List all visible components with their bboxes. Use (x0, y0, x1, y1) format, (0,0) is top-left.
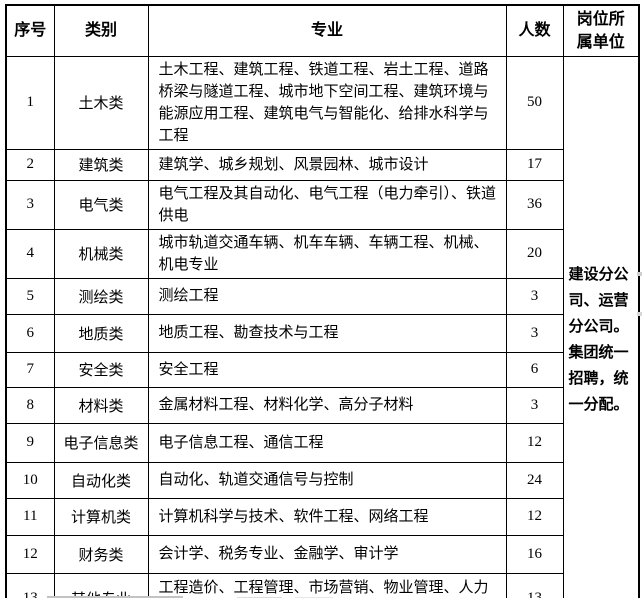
table-row: 1 土木类 土木工程、建筑工程、铁道工程、岩土工程、道路桥梁与隧道工程、城市地下… (5, 55, 640, 598)
table-row: 8 材料类 金属材料工程、材料化学、高分子材料 3 (5, 386, 639, 424)
table-row: 2 建筑类 建筑学、城乡规划、风景园林、城市设计 17 (5, 148, 639, 181)
seq-cell: 1 (5, 55, 55, 150)
count-cell: 12 (505, 422, 564, 463)
table-row: 13 其他专业 工程造价、工程管理、市场营销、物业管理、人力资源管理、心理学、中… (5, 572, 639, 598)
category-cell: 地质类 (53, 313, 149, 353)
count-cell: 3 (505, 313, 564, 353)
count-cell: 3 (505, 277, 564, 315)
count-cell: 24 (505, 461, 564, 499)
count-cell: 36 (505, 179, 564, 230)
table-row: 5 测绘类 测绘工程 3 (5, 277, 639, 315)
table-header-row: 序号 类别 专业 人数 岗位所属单位 (5, 4, 640, 57)
table-row: 9 电子信息类 电子信息工程、通信工程 12 (5, 422, 639, 463)
table-row: 4 机械类 城市轨道交通车辆、机车车辆、车辆工程、机械、机电专业 20 (5, 228, 639, 279)
scan-shadow-artifact (637, 272, 642, 276)
category-cell: 安全类 (53, 351, 149, 388)
seq-cell: 6 (5, 313, 55, 353)
seq-cell: 7 (5, 351, 55, 388)
scan-shadow-artifact (47, 596, 183, 598)
category-cell: 土木类 (53, 55, 149, 150)
count-cell: 20 (505, 228, 564, 279)
seq-cell: 8 (5, 386, 55, 424)
seq-cell: 4 (5, 228, 55, 279)
count-cell: 17 (505, 148, 564, 181)
table-row: 12 财务类 会计学、税务专业、金融学、审计学 16 (5, 534, 639, 574)
category-cell: 自动化类 (53, 461, 149, 499)
majors-cell: 电子信息工程、通信工程 (147, 422, 507, 463)
majors-cell: 金属材料工程、材料化学、高分子材料 (147, 386, 507, 424)
header-majors: 专业 (147, 4, 507, 57)
seq-cell: 12 (5, 534, 55, 574)
count-cell: 50 (505, 55, 564, 150)
category-cell: 建筑类 (53, 148, 149, 181)
seq-cell: 9 (5, 422, 55, 463)
category-cell: 材料类 (53, 386, 149, 424)
table-row: 3 电气类 电气工程及其自动化、电气工程（电力牵引）、铁道供电 36 (5, 179, 639, 230)
seq-cell: 5 (5, 277, 55, 315)
majors-cell: 建筑学、城乡规划、风景园林、城市设计 (147, 148, 507, 181)
category-cell: 财务类 (53, 534, 149, 574)
seq-cell: 2 (5, 148, 55, 181)
document-page: 序号 类别 专业 人数 岗位所属单位 1 土木类 土木工程、建筑工程、铁道工程、… (0, 4, 642, 598)
scan-shadow-artifact (637, 312, 642, 316)
majors-cell: 城市轨道交通车辆、机车车辆、车辆工程、机械、机电专业 (147, 228, 507, 279)
count-cell: 6 (505, 351, 564, 388)
category-cell: 测绘类 (53, 277, 149, 315)
majors-cell: 自动化、轨道交通信号与控制 (147, 461, 507, 499)
majors-cell: 安全工程 (147, 351, 507, 388)
majors-cell: 地质工程、勘查技术与工程 (147, 313, 507, 353)
table-row: 6 地质类 地质工程、勘查技术与工程 3 (5, 313, 639, 353)
category-cell: 电子信息类 (53, 422, 149, 463)
category-cell: 电气类 (53, 179, 149, 230)
seq-cell: 11 (5, 497, 55, 536)
header-unit: 岗位所属单位 (562, 4, 640, 57)
count-cell: 3 (505, 386, 564, 424)
category-cell: 其他专业 (53, 572, 149, 598)
category-cell: 机械类 (53, 228, 149, 279)
table-row: 7 安全类 安全工程 6 (5, 351, 639, 388)
majors-cell: 工程造价、工程管理、市场营销、物业管理、人力资源管理、心理学、中文、政治学与行政… (147, 572, 507, 598)
seq-cell: 3 (5, 179, 55, 230)
majors-cell: 测绘工程 (147, 277, 507, 315)
majors-cell: 会计学、税务专业、金融学、审计学 (147, 534, 507, 574)
majors-cell: 计算机科学与技术、软件工程、网络工程 (147, 497, 507, 536)
table-row: 11 计算机类 计算机科学与技术、软件工程、网络工程 12 (5, 497, 639, 536)
seq-cell: 10 (5, 461, 55, 499)
majors-cell: 土木工程、建筑工程、铁道工程、岩土工程、道路桥梁与隧道工程、城市地下空间工程、建… (147, 55, 507, 150)
header-category: 类别 (53, 4, 149, 57)
count-cell: 16 (505, 534, 564, 574)
recruitment-table: 序号 类别 专业 人数 岗位所属单位 1 土木类 土木工程、建筑工程、铁道工程、… (5, 4, 640, 598)
header-seq: 序号 (5, 4, 55, 57)
category-cell: 计算机类 (53, 497, 149, 536)
count-cell: 12 (505, 497, 564, 536)
seq-cell: 13 (5, 572, 55, 598)
unit-note-cell: 建设分公司、运营分公司。集团统一招聘，统一分配。 (562, 55, 640, 598)
majors-cell: 电气工程及其自动化、电气工程（电力牵引）、铁道供电 (147, 179, 507, 230)
table-row: 10 自动化类 自动化、轨道交通信号与控制 24 (5, 461, 639, 499)
header-count: 人数 (505, 4, 564, 57)
count-cell: 13 (505, 572, 564, 598)
